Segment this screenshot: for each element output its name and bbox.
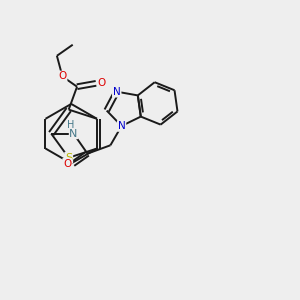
Text: N: N [69, 129, 78, 139]
Text: O: O [63, 159, 71, 169]
Text: N: N [113, 87, 121, 97]
Text: S: S [65, 153, 72, 163]
Text: O: O [58, 71, 67, 82]
Text: O: O [98, 78, 106, 88]
Text: N: N [118, 121, 125, 131]
Text: H: H [68, 120, 75, 130]
